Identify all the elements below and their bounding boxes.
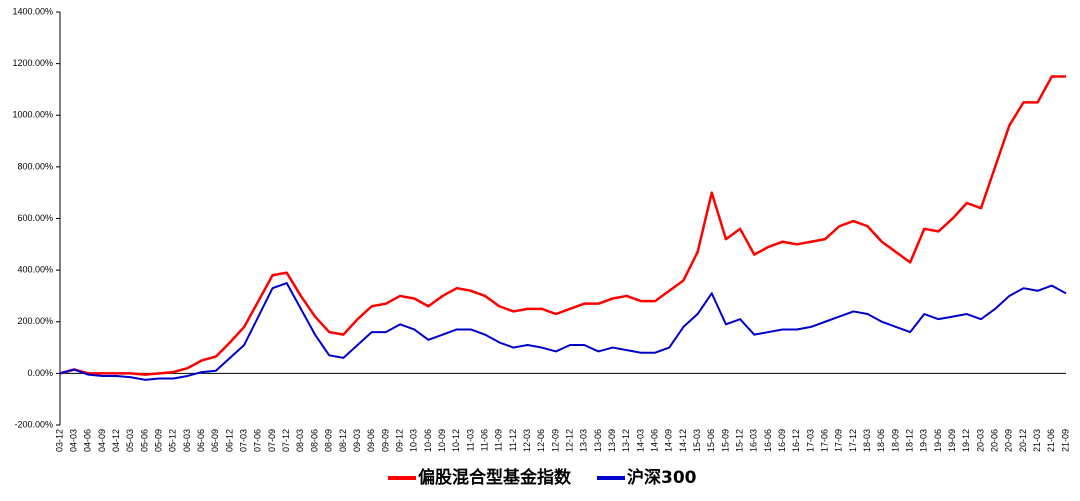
x-tick-label: 13-03 [579,429,589,452]
x-tick-label: 06-12 [224,429,234,452]
x-tick-label: 07-09 [267,429,277,452]
x-tick-label: 17-12 [848,429,858,452]
y-tick-label: 200.00% [17,316,53,326]
y-tick-label: 600.00% [17,213,53,223]
x-tick-label: 18-09 [890,429,900,452]
x-tick-label: 15-12 [734,429,744,452]
x-tick-label: 15-09 [720,429,730,452]
y-tick-label: 1400.00% [12,6,53,16]
x-tick-label: 20-12 [1018,429,1028,452]
x-tick-label: 05-12 [168,429,178,452]
x-tick-label: 12-03 [522,429,532,452]
x-tick-label: 14-03 [635,429,645,452]
x-tick-label: 08-12 [338,429,348,452]
x-tick-label: 04-06 [83,429,93,452]
x-tick-label: 09-12 [394,429,404,452]
x-tick-label: 19-12 [961,429,971,452]
x-tick-label: 17-06 [820,429,830,452]
x-tick-label: 16-03 [749,429,759,452]
x-tick-label: 17-03 [805,429,815,452]
x-tick-label: 07-03 [239,429,249,452]
x-tick-label: 10-09 [437,429,447,452]
x-tick-label: 11-06 [479,429,489,451]
x-tick-label: 16-12 [791,429,801,452]
x-tick-label: 10-12 [451,429,461,452]
x-tick-label: 19-09 [947,429,957,452]
x-tick-label: 21-03 [1032,429,1042,452]
x-tick-label: 10-06 [423,429,433,452]
x-tick-label: 04-12 [111,429,121,452]
x-tick-label: 12-12 [564,429,574,452]
series-line [59,282,1067,381]
x-tick-label: 14-12 [678,429,688,452]
x-tick-label: 06-06 [196,429,206,452]
x-tick-label: 16-09 [777,429,787,452]
x-tick-label: 19-03 [919,429,929,452]
x-tick-label: 05-03 [125,429,135,452]
x-tick-label: 20-03 [975,429,985,452]
y-tick-label: 1000.00% [12,110,53,120]
x-tick-label: 07-06 [253,429,263,452]
x-tick-label: 06-03 [182,429,192,452]
x-tick-label: 11-12 [508,429,518,451]
y-tick-label: 800.00% [17,161,53,171]
x-tick-label: 13-06 [593,429,603,452]
x-tick-label: 04-09 [97,429,107,452]
x-tick-label: 15-03 [692,429,702,452]
x-tick-label: 10-03 [409,429,419,452]
y-tick-label: -200.00% [14,419,53,429]
series-line [59,75,1066,376]
x-tick-label: 17-09 [834,429,844,452]
legend-label: 沪深300 [627,467,697,488]
x-tick-label: 08-09 [324,429,334,452]
x-tick-label: 14-06 [649,429,659,452]
x-tick-label: 09-09 [380,429,390,452]
x-tick-label: 19-06 [933,429,943,452]
x-tick-label: 20-09 [1004,429,1014,452]
x-tick-label: 12-09 [550,429,560,452]
x-tick-label: 18-12 [905,429,915,452]
y-tick-label: 400.00% [17,265,53,275]
x-tick-label: 06-09 [210,429,220,452]
x-tick-label: 15-06 [706,429,716,452]
x-tick-label: 03-12 [54,429,64,452]
x-tick-label: 13-09 [607,429,617,452]
x-tick-label: 09-03 [352,429,362,452]
x-tick-label: 09-06 [366,429,376,452]
x-tick-label: 18-03 [862,429,872,452]
x-tick-label: 08-06 [309,429,319,452]
x-tick-label: 21-09 [1060,429,1070,452]
legend-label: 偏股混合型基金指数 [418,467,572,488]
x-tick-label: 08-03 [295,429,305,452]
x-tick-label: 20-06 [990,429,1000,452]
x-tick-label: 11-03 [465,429,475,451]
x-tick-label: 07-12 [281,429,291,452]
x-tick-label: 05-09 [154,429,164,452]
x-tick-label: 14-09 [664,429,674,452]
x-tick-label: 21-06 [1046,429,1056,452]
x-tick-label: 04-03 [69,429,79,452]
x-tick-label: 11-09 [494,429,504,451]
x-tick-label: 16-06 [763,429,773,452]
y-tick-label: 1200.00% [12,58,53,68]
x-tick-label: 13-12 [621,429,631,452]
y-tick-label: 0.00% [27,368,53,378]
x-tick-label: 05-06 [139,429,149,452]
x-tick-label: 12-06 [536,429,546,452]
x-tick-label: 18-06 [876,429,886,452]
